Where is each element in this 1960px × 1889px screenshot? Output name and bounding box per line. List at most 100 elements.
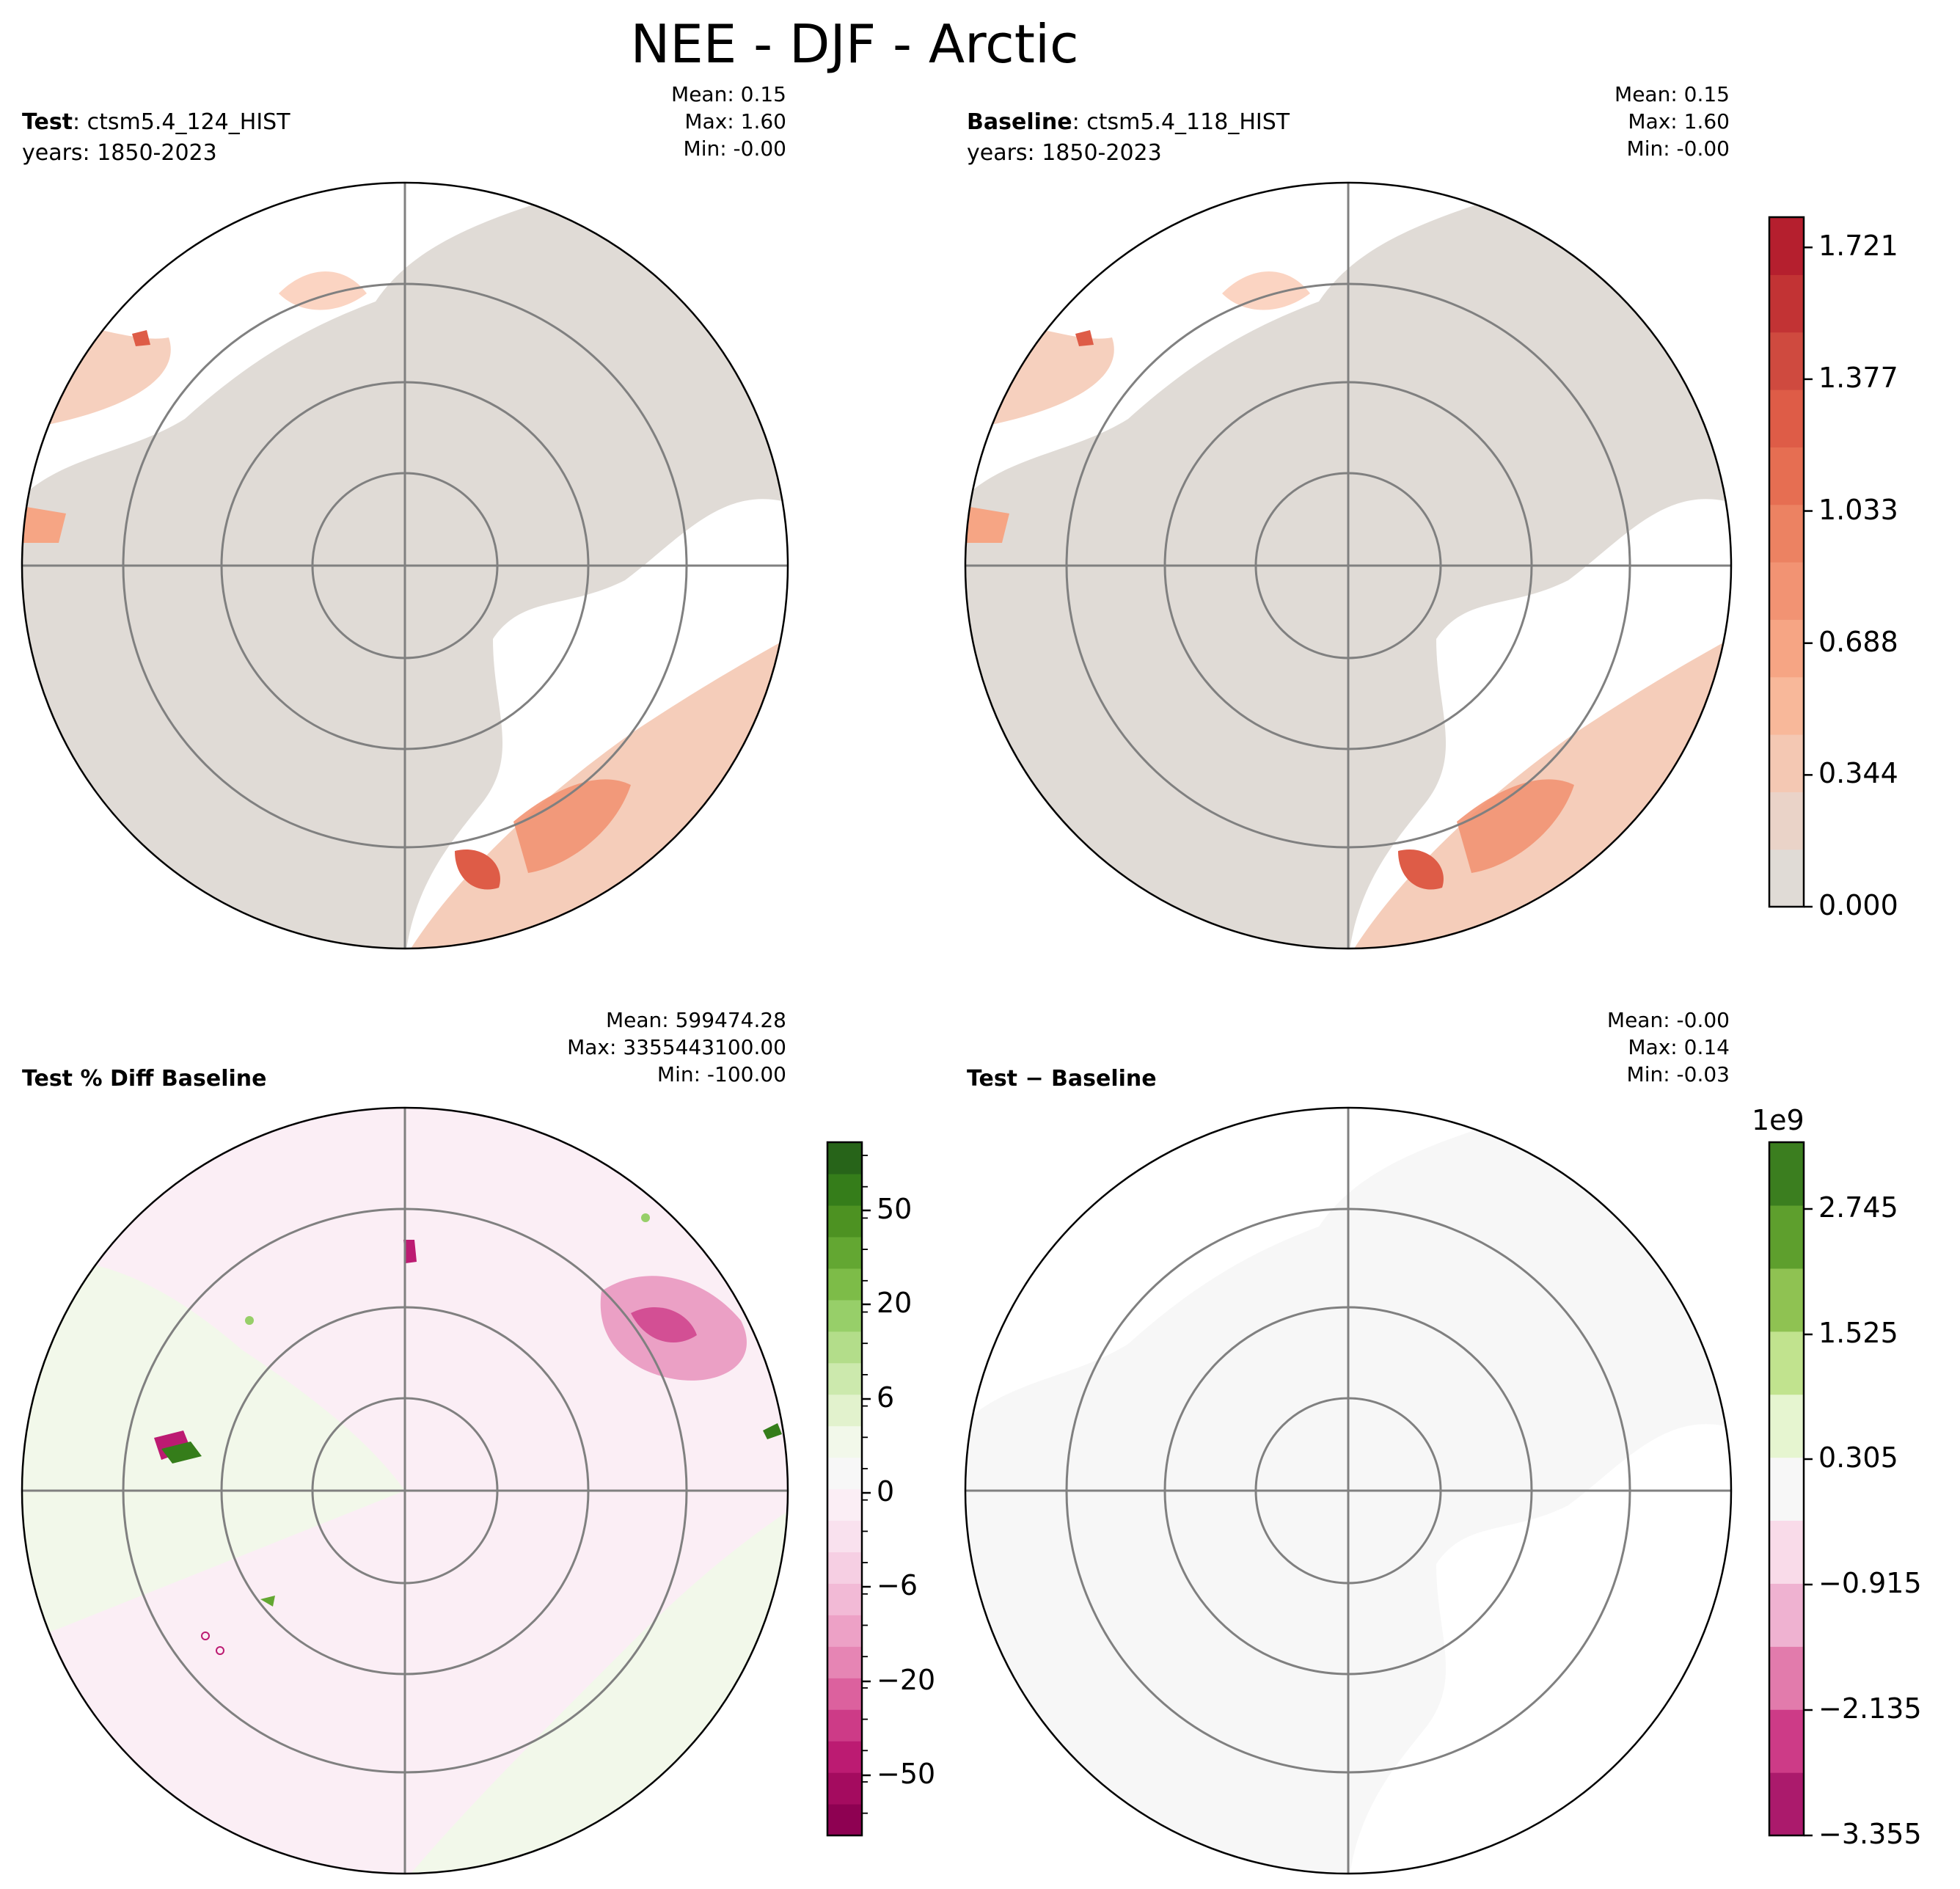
test-stats: Mean: 0.15 Max: 1.60 Min: -0.00 [671, 81, 786, 162]
colorbar-pct-segment [827, 1709, 862, 1742]
colorbar-pct-frame [826, 1141, 863, 1837]
colorbar-pct-segment [827, 1236, 862, 1269]
colorbar-top-frame [1768, 216, 1805, 908]
colorbar-pct-tick-label: 50 [877, 1193, 913, 1225]
colorbar-top-segment [1769, 504, 1804, 563]
colorbar-pct-segment [827, 1425, 862, 1458]
colorbar-diff-segment [1769, 1583, 1804, 1647]
colorbar-diff-tick-label: −0.915 [1818, 1567, 1922, 1599]
colorbar-pct-segment [827, 1268, 862, 1301]
map-boundary [964, 181, 1733, 950]
colorbar-pct-tick-label: −50 [877, 1758, 936, 1790]
baseline-label: Baseline: ctsm5.4_118_HIST [967, 109, 1290, 136]
map-boundary [964, 1106, 1733, 1875]
colorbar-top-tick-label: 1.721 [1818, 230, 1898, 263]
colorbar-pct-segment [827, 1331, 862, 1364]
baseline-mean: Mean: 0.15 [1615, 82, 1730, 106]
colorbar-pct-tick-label: −20 [877, 1664, 936, 1696]
colorbar-top-tick-label: 0.688 [1818, 625, 1898, 658]
colorbar-diff-segment [1769, 1268, 1804, 1332]
test-mean: Mean: 0.15 [671, 82, 786, 106]
colorbar-diff-segment [1769, 1457, 1804, 1521]
colorbar-pct-segment [827, 1457, 862, 1490]
baseline-stats: Mean: 0.15 Max: 1.60 Min: -0.00 [1615, 81, 1730, 162]
colorbar-pct-segment [827, 1299, 862, 1332]
diff-max: Max: 0.14 [1628, 1035, 1730, 1059]
colorbar-pct-tick-label: −6 [877, 1569, 918, 1601]
diff-label: Test − Baseline [967, 1066, 1157, 1092]
colorbar-diff-tick-label: 0.305 [1818, 1442, 1898, 1474]
colorbar-pct-segment [827, 1362, 862, 1395]
colorbar-diff-tick-label: −3.355 [1818, 1818, 1922, 1850]
pctdiff-max: Max: 3355443100.00 [567, 1035, 786, 1059]
pctdiff-min: Min: -100.00 [657, 1062, 786, 1086]
pctdiff-mean: Mean: 599474.28 [605, 1008, 786, 1032]
colorbar-pct-tick-label: 6 [877, 1381, 895, 1414]
colorbar-diff-segment [1769, 1646, 1804, 1710]
colorbar-diff-segment [1769, 1394, 1804, 1458]
map-boundary [21, 181, 789, 950]
pctdiff-label: Test % Diff Baseline [22, 1066, 267, 1092]
colorbar-top-tick-label: 1.377 [1818, 361, 1898, 394]
test-max: Max: 1.60 [684, 109, 786, 134]
colorbar-pct-segment [827, 1488, 862, 1521]
colorbar-pct-segment [827, 1741, 862, 1773]
colorbar-pct-segment [827, 1615, 862, 1647]
colorbar-top-segment [1769, 332, 1804, 390]
pctdiff-stats: Mean: 599474.28 Max: 3355443100.00 Min: … [567, 1006, 786, 1088]
test-min: Min: -0.00 [683, 136, 786, 161]
colorbar-diff-segment [1769, 1142, 1804, 1206]
gridlines [22, 183, 1731, 1874]
colorbar-pct-segment [827, 1804, 862, 1836]
baseline-label-case: : ctsm5.4_118_HIST [1072, 109, 1290, 135]
test-label-bold: Test [22, 109, 73, 135]
colorbar-pct-segment [827, 1646, 862, 1678]
colorbar-diff-segment [1769, 1331, 1804, 1395]
colorbar-diff-multiplier: 1e9 [1752, 1104, 1804, 1136]
colorbar-top-segment [1769, 619, 1804, 678]
colorbar-top-tick-label: 0.344 [1818, 757, 1898, 790]
colorbar-pct-segment [827, 1205, 862, 1238]
colorbar-top-tick-label: 1.033 [1818, 493, 1898, 526]
colorbar-pct-segment [827, 1678, 862, 1710]
colorbar-top-segment [1769, 734, 1804, 792]
colorbar-top-segment [1769, 676, 1804, 735]
colorbar-top-tick-label: 0.000 [1818, 889, 1898, 921]
colorbar-diff-tick-label: 2.745 [1818, 1191, 1898, 1224]
figure-title: NEE - DJF - Arctic [630, 13, 1079, 75]
baseline-min: Min: -0.00 [1626, 136, 1730, 161]
colorbar-top-segment [1769, 390, 1804, 447]
map-borders [21, 181, 1733, 1875]
colorbar-diff-segment [1769, 1772, 1804, 1836]
baseline-max: Max: 1.60 [1628, 109, 1730, 134]
colorbar-top-segment [1769, 849, 1804, 907]
test-label: Test: ctsm5.4_124_HIST [22, 109, 290, 136]
colorbar-pct-tick-label: 0 [877, 1475, 895, 1508]
colorbar-pct-segment [827, 1142, 862, 1174]
colorbar-top-segment [1769, 562, 1804, 620]
diff-min: Min: -0.03 [1626, 1062, 1730, 1086]
colorbar-diff-segment [1769, 1709, 1804, 1773]
map-boundary [21, 1106, 789, 1875]
colorbar-pct-segment [827, 1583, 862, 1615]
colorbars [826, 216, 1813, 1837]
colorbar-top-segment [1769, 217, 1804, 275]
colorbar-pct-tick-label: 20 [877, 1287, 913, 1319]
colorbar-diff-segment [1769, 1205, 1804, 1269]
colorbar-pct-segment [827, 1173, 862, 1206]
colorbar-diff-tick-label: −2.135 [1818, 1692, 1922, 1725]
test-label-case: : ctsm5.4_124_HIST [73, 109, 290, 135]
colorbar-top-segment [1769, 274, 1804, 333]
colorbar-top-segment [1769, 792, 1804, 850]
colorbar-pct-segment [827, 1552, 862, 1584]
colorbar-pct-segment [827, 1520, 862, 1553]
test-years: years: 1850-2023 [22, 140, 217, 166]
diff-stats: Mean: -0.00 Max: 0.14 Min: -0.03 [1607, 1006, 1730, 1088]
baseline-label-bold: Baseline [967, 109, 1072, 135]
colorbar-diff-segment [1769, 1520, 1804, 1584]
colorbar-diff-tick-label: 1.525 [1818, 1317, 1898, 1349]
baseline-years: years: 1850-2023 [967, 140, 1162, 166]
colorbar-pct-segment [827, 1394, 862, 1427]
colorbar-pct-segment [827, 1772, 862, 1805]
colorbar-top-segment [1769, 447, 1804, 505]
